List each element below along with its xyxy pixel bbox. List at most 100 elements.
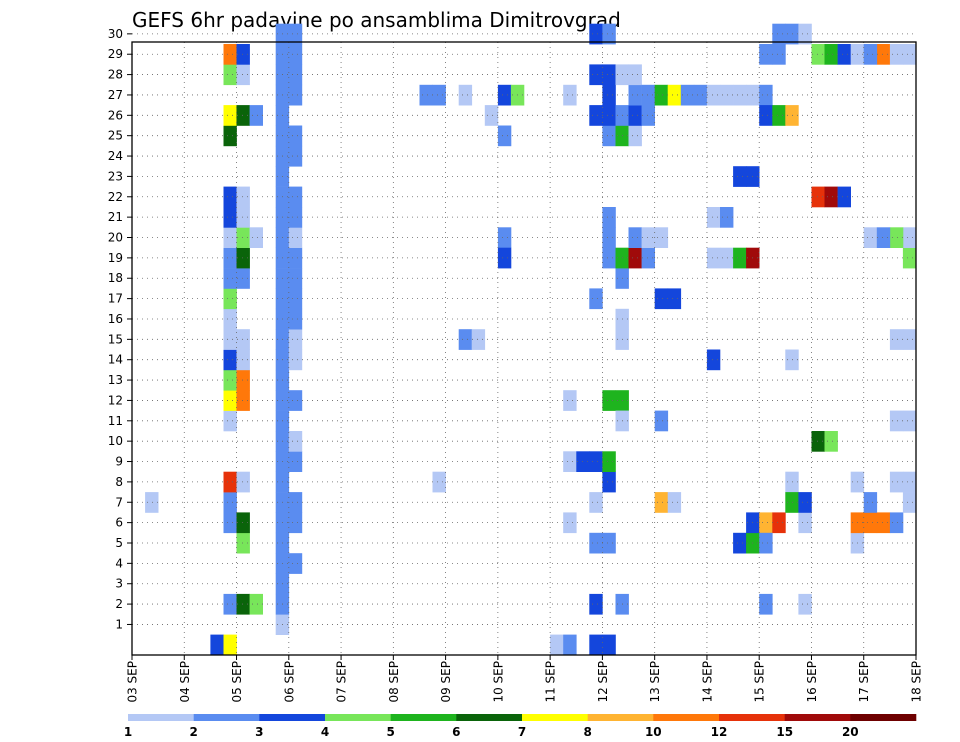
y-tick-label: 15 <box>108 332 123 346</box>
precip-cell <box>602 532 616 554</box>
precip-cell <box>550 634 564 656</box>
precip-cell <box>759 105 773 126</box>
precip-cell <box>223 410 237 432</box>
precip-cell <box>288 125 303 147</box>
precip-cell <box>902 227 917 248</box>
precip-cell <box>667 492 682 513</box>
colorbar-label: 12 <box>711 725 728 739</box>
colorbar-label: 7 <box>518 725 526 739</box>
precip-cell <box>589 492 603 513</box>
x-tick-label: 07 SEP <box>335 661 349 703</box>
precip-cell <box>889 471 904 493</box>
precip-cell <box>602 23 616 45</box>
precip-cell <box>759 84 773 106</box>
precip-cell <box>484 105 499 126</box>
precip-cell <box>772 23 786 45</box>
precip-cell <box>641 84 655 106</box>
precip-cell <box>458 329 473 350</box>
precip-cell <box>654 288 669 310</box>
precip-cell <box>733 84 747 106</box>
precip-cell <box>223 268 237 289</box>
dotted-grid <box>132 33 916 655</box>
colorbar-segment <box>719 714 785 721</box>
precip-cell <box>706 84 721 106</box>
precip-cell <box>759 44 773 65</box>
precip-cell <box>902 492 917 513</box>
precip-cell <box>641 105 655 126</box>
precip-cell <box>236 369 250 391</box>
x-tick-label: 18 SEP <box>910 661 924 703</box>
y-tick-label: 24 <box>108 149 123 163</box>
y-tick-label: 16 <box>108 312 123 326</box>
y-tick-label: 28 <box>108 68 123 82</box>
precip-cell <box>288 451 303 472</box>
precip-cell <box>236 186 250 208</box>
precip-cell <box>863 44 878 65</box>
y-tick-label: 27 <box>108 88 123 102</box>
precip-cell <box>236 471 250 493</box>
precip-cell <box>628 247 642 269</box>
precip-cell <box>654 492 669 513</box>
precip-cell <box>602 471 616 493</box>
precip-cell <box>288 145 303 167</box>
precip-cell <box>145 492 159 513</box>
precip-cell <box>589 23 603 45</box>
precip-cell <box>589 288 603 310</box>
precip-cell <box>589 105 603 126</box>
precip-cell <box>720 84 734 106</box>
x-tick-label: 14 SEP <box>700 661 714 703</box>
precip-cell <box>798 492 812 513</box>
y-tick-label: 4 <box>115 556 123 570</box>
precip-cell <box>288 64 303 86</box>
precip-cell <box>223 227 237 248</box>
precip-cell <box>811 44 825 65</box>
precip-cell <box>602 207 616 228</box>
precip-cell <box>288 23 303 45</box>
precip-cell <box>288 207 303 228</box>
precip-cell <box>628 125 642 147</box>
precip-cell <box>223 471 237 493</box>
precip-cell <box>249 105 263 126</box>
colorbar-label: 1 <box>124 725 132 739</box>
precip-cell <box>602 227 616 248</box>
precip-cell <box>236 64 250 86</box>
precip-cell <box>602 125 616 147</box>
precip-cell <box>223 247 237 269</box>
y-tick-label: 18 <box>108 271 123 285</box>
colorbar-label: 6 <box>452 725 460 739</box>
precip-cell <box>288 349 303 371</box>
y-tick-label: 14 <box>108 353 123 367</box>
precip-cell <box>772 512 786 534</box>
precip-cell <box>889 44 904 65</box>
precip-cell <box>902 44 917 65</box>
x-tick-label: 16 SEP <box>805 661 819 703</box>
precip-cell <box>667 84 682 106</box>
precip-cell <box>419 84 433 106</box>
precip-cell <box>889 329 904 350</box>
precip-cell <box>889 227 904 248</box>
precip-cell <box>223 44 237 65</box>
precip-cell <box>563 512 577 534</box>
precip-cell <box>249 593 263 615</box>
y-tick-label: 25 <box>108 129 123 143</box>
precip-cell <box>288 44 303 65</box>
precip-cell <box>589 634 603 656</box>
y-tick-label: 6 <box>115 516 123 530</box>
x-tick-label: 06 SEP <box>282 661 296 703</box>
precip-cell <box>432 471 446 493</box>
precip-cell <box>223 207 237 228</box>
precip-cell <box>863 512 878 534</box>
precip-cell <box>223 349 237 371</box>
x-tick-label: 03 SEP <box>126 661 140 703</box>
x-tick-label: 10 SEP <box>491 661 505 703</box>
precip-cell <box>210 634 224 656</box>
precip-cell <box>288 227 303 248</box>
precip-cell <box>824 44 838 65</box>
precip-cell <box>236 247 250 269</box>
y-tick-label: 23 <box>108 169 123 183</box>
x-tick-label: 15 SEP <box>753 661 767 703</box>
precip-cell <box>733 532 747 554</box>
y-tick-label: 3 <box>115 577 123 591</box>
precip-cell <box>706 247 721 269</box>
y-tick-label: 13 <box>108 373 123 387</box>
